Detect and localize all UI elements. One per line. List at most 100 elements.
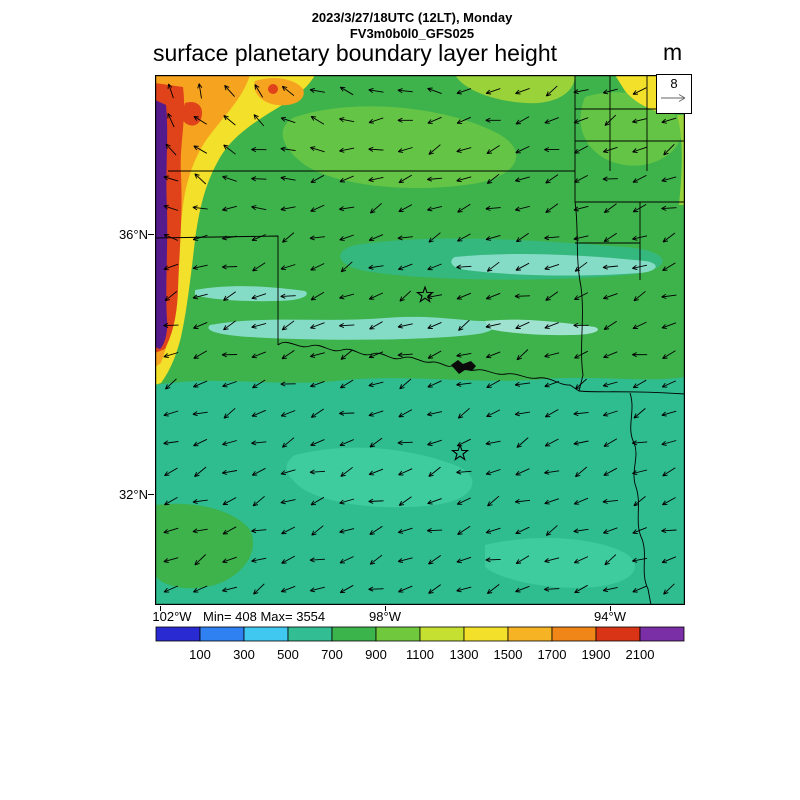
wind-arrow <box>192 499 208 505</box>
wind-arrow <box>221 235 238 241</box>
wind-arrow <box>486 409 501 418</box>
wind-arrow <box>163 263 179 271</box>
wind-arrow <box>544 586 560 592</box>
wind-arrow <box>222 556 237 564</box>
units-label: m <box>663 39 683 65</box>
wind-arrow <box>602 146 618 153</box>
wind-arrow <box>222 586 238 593</box>
colorbar-segment <box>375 626 421 642</box>
wind-arrow <box>485 292 501 300</box>
wind-arrow <box>456 116 471 124</box>
wind-arrow <box>663 583 675 595</box>
fill-cyan-streak-north <box>451 254 656 276</box>
wind-arrow <box>397 88 413 94</box>
wind-arrow <box>485 527 501 534</box>
wind-arrow <box>251 528 267 534</box>
wind-arrow <box>397 352 413 358</box>
wind-arrow <box>661 440 677 446</box>
wind-arrow <box>515 145 530 154</box>
colorbar-segment <box>419 626 465 642</box>
wind-arrow <box>485 351 501 359</box>
wind-arrow <box>661 528 677 534</box>
wind-arrow <box>369 321 383 330</box>
wind-arrow <box>458 319 470 331</box>
wind-arrow <box>602 498 618 504</box>
plot-title: surface planetary boundary layer height <box>153 40 558 66</box>
colorbar-segment <box>199 626 245 642</box>
wind-arrow <box>573 322 589 328</box>
lon-tick-98w <box>385 606 386 611</box>
wind-arrow <box>339 293 355 300</box>
wind-arrow <box>661 322 677 329</box>
wind-arrow <box>339 206 355 212</box>
wind-arrow <box>427 498 442 505</box>
wind-arrow <box>456 292 472 300</box>
wind-arrow <box>310 408 324 418</box>
wind-arrow <box>163 410 179 417</box>
wind-arrow <box>486 584 500 595</box>
wind-arrow <box>280 293 296 299</box>
wind-arrow <box>602 410 618 417</box>
fill-purple-west <box>155 100 168 349</box>
wind-arrow <box>427 205 443 212</box>
wind-arrow <box>194 173 207 185</box>
wind-arrow <box>281 555 296 564</box>
wind-arrow <box>485 117 501 123</box>
wind-arrow <box>281 320 295 331</box>
wind-arrow <box>310 380 325 388</box>
wind-arrow <box>164 497 178 506</box>
wind-arrow <box>369 437 383 448</box>
wind-arrow <box>632 527 647 534</box>
fill-green-bottom-left <box>155 503 254 589</box>
wind-arrow <box>426 176 443 182</box>
wind-arrow <box>426 528 443 534</box>
wind-arrow <box>310 115 325 125</box>
wind-arrow <box>661 176 677 183</box>
wind-arrow <box>280 116 296 124</box>
wind-arrow <box>544 409 559 418</box>
lat-tick-32n <box>148 494 154 495</box>
wind-arrow <box>514 411 530 417</box>
wind-arrow <box>515 262 530 271</box>
wind-arrow <box>222 440 237 446</box>
fill-orange-blob-topleft <box>254 78 304 106</box>
colorbar-segment <box>639 626 685 642</box>
wind-arrow <box>368 176 384 182</box>
wind-arrow <box>397 147 413 153</box>
lon-label-98w: 98°W <box>369 609 401 624</box>
wind-arrow <box>339 234 354 241</box>
wind-arrow <box>311 525 324 536</box>
colorbar-segment <box>595 626 641 642</box>
wind-arrow <box>193 115 207 125</box>
wind-arrow <box>427 263 442 271</box>
wind-arrow <box>456 469 472 475</box>
wind-arrow <box>167 83 174 99</box>
wind-arrow <box>457 525 471 535</box>
wind-arrow <box>163 527 179 534</box>
wind-arrow <box>339 175 354 183</box>
wind-arrow <box>487 495 500 507</box>
wind-arrow <box>192 293 208 300</box>
fill-cyan-streak-small <box>195 286 307 302</box>
wind-arrow <box>573 117 589 124</box>
wind-arrow <box>368 351 384 359</box>
wind-arrow <box>485 469 501 476</box>
wind-arrow <box>193 145 208 154</box>
wind-arrow <box>631 440 648 446</box>
wind-arrow <box>397 527 413 534</box>
wind-arrow <box>339 584 354 594</box>
wind-arrow <box>368 117 384 124</box>
wind-arrow <box>368 87 384 93</box>
state-county-boundaries <box>155 75 685 605</box>
wind-arrow <box>222 381 237 388</box>
wind-arrow <box>603 232 617 243</box>
boundary-red-river <box>277 341 580 392</box>
wind-arrow <box>427 350 442 359</box>
wind-arrow <box>340 261 353 273</box>
wind-arrow <box>397 263 413 271</box>
wind-arrow <box>339 528 355 534</box>
colorbar-tick-label: 1700 <box>538 647 567 662</box>
wind-arrow <box>339 556 354 564</box>
wind-arrow <box>544 498 560 505</box>
wind-arrow <box>194 554 207 566</box>
